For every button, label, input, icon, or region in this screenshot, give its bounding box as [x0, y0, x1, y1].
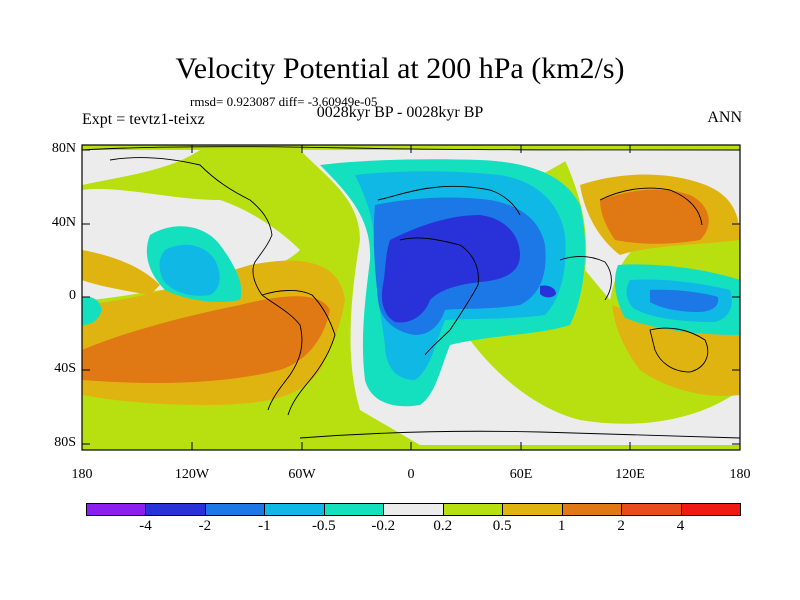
colorbar-label: -1	[258, 518, 271, 534]
field-indigo-africa	[381, 215, 520, 323]
field-blue-west-pacific	[650, 289, 719, 312]
colorbar-label: 0.5	[492, 518, 512, 534]
colorbar-box	[502, 503, 563, 516]
field-cyan-east-pacific	[159, 244, 220, 296]
lat-ticks	[82, 149, 740, 445]
lon-label: 120E	[615, 467, 645, 482]
field-darkorange-south-pacific	[82, 296, 330, 383]
colorbar-label: -0.2	[371, 518, 396, 534]
colorbar-box	[264, 503, 325, 516]
stats-line: rmsd= 0.923087 diff= -3.60949e-05	[190, 94, 378, 109]
lon-label: 180	[71, 467, 93, 482]
colorbar-label: 2	[617, 518, 625, 534]
lon-label: 0	[407, 467, 415, 482]
lat-label: 40S	[54, 361, 76, 376]
lon-label: 120W	[174, 467, 210, 482]
field-darkorange-northwest-pacific	[600, 189, 709, 244]
field-orange-north-pacific	[82, 250, 160, 295]
lat-label: 40N	[51, 215, 76, 230]
colorbar-label: 4	[676, 518, 685, 534]
lon-label: 180	[729, 467, 751, 482]
experiment-label: Expt = tevtz1-teixz	[82, 111, 205, 128]
colorbar-box	[204, 503, 266, 516]
lon-label: 60E	[509, 467, 533, 482]
field-teal-dateline	[82, 296, 102, 325]
colorbar-box	[323, 503, 385, 516]
colorbar-box	[383, 503, 444, 516]
colorbar-box	[680, 503, 741, 516]
coastlines	[82, 146, 740, 439]
lon-label: 60W	[288, 467, 316, 482]
season-label: ANN	[707, 109, 742, 126]
lon-ticks	[81, 145, 741, 450]
lat-label: 80N	[51, 141, 76, 156]
plot-title: Velocity Potential at 200 hPa (km2/s)	[175, 52, 625, 85]
colorbar-box	[145, 503, 206, 516]
lat-label: 0	[69, 288, 76, 303]
colorbar-box	[561, 503, 623, 516]
lat-label: 80S	[54, 435, 76, 450]
colorbar-box	[621, 503, 682, 516]
colorbar-label: -0.5	[311, 518, 336, 534]
field-grey-north-pacific	[82, 150, 200, 185]
colorbar-label: 1	[557, 518, 566, 534]
colorbar-box	[86, 503, 147, 516]
colorbar-label: -2	[198, 518, 212, 534]
colorbar-label: -4	[139, 518, 152, 534]
period-label: 0028kyr BP - 0028kyr BP	[316, 104, 484, 121]
colorbar	[86, 503, 741, 516]
colorbar-label: 0.2	[433, 518, 453, 534]
colorbar-box	[442, 503, 504, 516]
field-indigo-central-africa	[540, 285, 556, 298]
